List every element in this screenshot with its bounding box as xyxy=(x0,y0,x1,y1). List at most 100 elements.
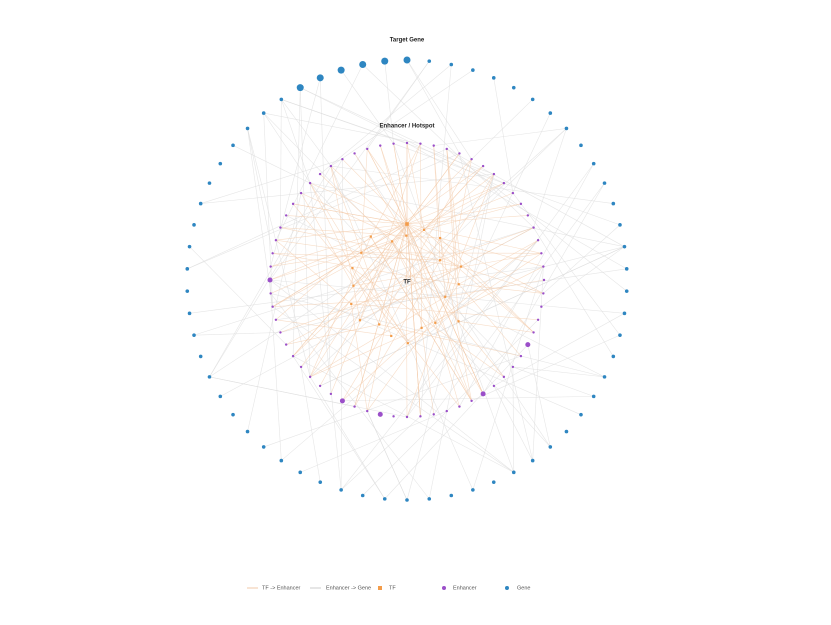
edge-tf-enhancer xyxy=(350,303,368,412)
edge-enhancer-gene xyxy=(330,165,614,204)
edge-enhancer-gene xyxy=(366,60,430,150)
legend-label: TF -> Enhancer xyxy=(262,585,301,591)
edge-enhancer-gene xyxy=(247,128,311,377)
tf-node xyxy=(444,295,447,298)
enhancer-node xyxy=(318,384,322,388)
gene-node xyxy=(279,458,284,463)
gene-node xyxy=(624,289,629,293)
tf-node xyxy=(457,283,460,286)
edge-tf-enhancer xyxy=(446,148,462,267)
enhancer-node xyxy=(318,172,322,176)
enhancer-node xyxy=(480,391,486,397)
edge-enhancer-gene xyxy=(366,410,408,501)
edge-tf-enhancer xyxy=(361,148,368,253)
edge-tf-enhancer xyxy=(440,237,544,267)
edge-enhancer-gene xyxy=(512,366,515,473)
edge-enhancer-gene xyxy=(270,293,430,500)
edge-enhancer-gene xyxy=(300,128,567,368)
enhancer-node xyxy=(540,305,543,308)
legend-label: Enhancer xyxy=(453,585,477,591)
edge-enhancer-gene xyxy=(269,279,582,415)
edge-enhancer-gene xyxy=(406,112,551,418)
edge-enhancer-gene xyxy=(187,153,460,270)
enhancer-node xyxy=(458,152,461,155)
edge-tf-enhancer xyxy=(354,260,441,407)
enhancer-node xyxy=(308,181,312,185)
edge-tf-enhancer xyxy=(446,148,459,322)
edge-tf-enhancer xyxy=(310,182,408,225)
edge-tf-enhancer xyxy=(269,235,407,281)
edge-tf-enhancer xyxy=(275,319,392,337)
edge-tf-enhancer xyxy=(270,241,393,294)
edge-tf-enhancer xyxy=(407,253,542,344)
gene-node xyxy=(245,126,250,131)
gene-node xyxy=(622,311,627,316)
edge-enhancer-gene xyxy=(280,99,282,228)
tf-node xyxy=(420,326,423,329)
gene-node xyxy=(337,66,345,74)
gene-node xyxy=(530,458,535,463)
edge-enhancer-gene xyxy=(319,64,452,175)
enhancer-node xyxy=(511,365,515,369)
ring-label: Enhancer / Hotspot xyxy=(379,124,434,130)
tf-node xyxy=(390,334,393,338)
edge-enhancer-gene xyxy=(446,148,625,247)
tf-node xyxy=(351,267,354,270)
edge-tf-enhancer xyxy=(439,237,472,401)
gene-node xyxy=(192,333,196,337)
edge-enhancer-gene xyxy=(263,355,522,448)
edge-enhancer-gene xyxy=(292,355,385,500)
gene-node xyxy=(511,470,516,475)
legend-swatch xyxy=(442,586,446,590)
nodes xyxy=(185,56,629,502)
enhancer-node xyxy=(353,405,356,408)
tf-node xyxy=(378,323,381,326)
edge-enhancer-gene xyxy=(247,128,273,307)
edge-enhancer-gene xyxy=(340,69,394,144)
edge-tf-enhancer xyxy=(309,223,408,378)
enhancer-node xyxy=(267,277,273,283)
gene-node xyxy=(618,223,622,227)
enhancer-node xyxy=(419,415,422,418)
edge-tf-enhancer xyxy=(272,252,459,285)
enhancer-node xyxy=(542,265,545,268)
gene-node xyxy=(449,62,454,67)
edge-tf-enhancer xyxy=(309,182,409,344)
tf-node xyxy=(422,228,426,231)
gene-node xyxy=(471,68,475,72)
edge-tf-enhancer xyxy=(370,143,421,237)
edge-tf-enhancer xyxy=(433,145,441,261)
tf-node xyxy=(457,320,460,323)
gene-node xyxy=(427,59,432,63)
gene-node xyxy=(564,126,569,131)
edge-enhancer-gene xyxy=(340,240,539,491)
enhancer-node xyxy=(341,157,344,161)
edge-tf-enhancer xyxy=(309,236,372,377)
edge-tf-enhancer xyxy=(292,223,408,357)
legend-label: Gene xyxy=(517,585,530,591)
edge-tf-enhancer xyxy=(310,327,422,378)
edge-tf-enhancer xyxy=(379,145,407,236)
edge-tf-enhancer xyxy=(423,203,521,231)
gene-node xyxy=(548,445,553,449)
enhancer-node xyxy=(536,239,540,242)
edge-tf-enhancer xyxy=(393,143,408,225)
enhancer-node xyxy=(458,405,461,408)
enhancer-node xyxy=(377,411,383,417)
edge-tf-enhancer xyxy=(275,240,352,305)
tf-node xyxy=(434,321,437,324)
edge-enhancer-gene xyxy=(200,173,494,204)
edge-enhancer-gene xyxy=(319,246,625,387)
gene-node xyxy=(298,470,303,475)
edge-tf-enhancer xyxy=(458,321,534,333)
enhancer-node xyxy=(291,354,295,358)
edge-tf-enhancer xyxy=(406,235,408,418)
gene-node xyxy=(591,161,596,166)
enhancer-node xyxy=(536,318,540,321)
edge-enhancer-gene xyxy=(512,366,605,378)
legend-swatch xyxy=(505,586,509,590)
gene-node xyxy=(360,493,365,498)
enhancer-node xyxy=(284,343,288,346)
edge-tf-enhancer xyxy=(446,148,459,285)
edge-enhancer-gene xyxy=(406,142,627,270)
